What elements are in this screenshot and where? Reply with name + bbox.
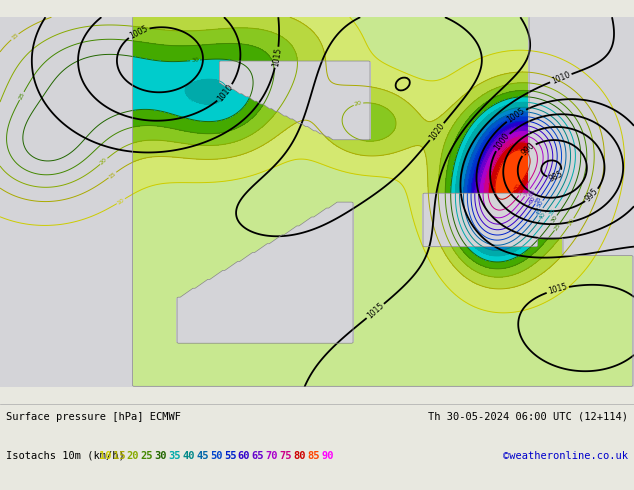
Text: 30: 30 — [191, 57, 199, 63]
Text: 1015: 1015 — [547, 282, 568, 296]
Text: 90: 90 — [321, 451, 333, 461]
Text: 75: 75 — [280, 451, 292, 461]
Text: 45: 45 — [196, 451, 209, 461]
Text: 1020: 1020 — [427, 121, 446, 142]
Text: 10: 10 — [99, 451, 112, 461]
Text: 60: 60 — [238, 451, 250, 461]
Text: 40: 40 — [182, 451, 195, 461]
Text: 1005: 1005 — [505, 106, 527, 124]
Text: 10: 10 — [116, 197, 126, 205]
Text: 15: 15 — [113, 451, 126, 461]
Text: 80: 80 — [514, 182, 522, 191]
Text: 1010: 1010 — [550, 70, 571, 86]
Text: 1015: 1015 — [365, 301, 385, 321]
Text: 35: 35 — [186, 95, 196, 103]
Text: Surface pressure [hPa] ECMWF: Surface pressure [hPa] ECMWF — [6, 412, 181, 421]
Text: 50: 50 — [210, 451, 223, 461]
Text: 40: 40 — [538, 212, 547, 221]
Text: 985: 985 — [547, 169, 564, 183]
Text: 990: 990 — [520, 141, 536, 158]
Text: 20: 20 — [127, 451, 139, 461]
Text: 25: 25 — [18, 91, 26, 100]
Text: 65: 65 — [252, 451, 264, 461]
Text: ©weatheronline.co.uk: ©weatheronline.co.uk — [503, 451, 628, 461]
Text: 65: 65 — [528, 189, 536, 198]
Text: 45: 45 — [536, 207, 545, 217]
Text: 70: 70 — [523, 188, 531, 197]
Text: 85: 85 — [307, 451, 320, 461]
Text: 995: 995 — [584, 187, 600, 204]
Text: 35: 35 — [548, 207, 557, 217]
Text: 20: 20 — [99, 157, 108, 166]
Text: 1015: 1015 — [271, 47, 283, 68]
Text: 20: 20 — [354, 100, 363, 107]
Text: 20: 20 — [567, 218, 576, 227]
Text: 1010: 1010 — [216, 83, 235, 103]
Text: 15: 15 — [108, 171, 117, 179]
Text: 30: 30 — [550, 215, 559, 224]
Text: 50: 50 — [536, 200, 545, 209]
Text: 35: 35 — [169, 451, 181, 461]
Text: 75: 75 — [517, 187, 526, 196]
Text: 25: 25 — [553, 222, 562, 231]
Text: Th 30-05-2024 06:00 UTC (12+114): Th 30-05-2024 06:00 UTC (12+114) — [428, 412, 628, 421]
Text: Isotachs 10m (km/h): Isotachs 10m (km/h) — [6, 451, 131, 461]
Text: 1005: 1005 — [128, 24, 149, 40]
Text: 25: 25 — [141, 451, 153, 461]
Text: 55: 55 — [534, 196, 542, 204]
Text: 30: 30 — [155, 451, 167, 461]
Text: 60: 60 — [529, 196, 537, 204]
Text: 70: 70 — [266, 451, 278, 461]
Text: 55: 55 — [224, 451, 236, 461]
Text: 80: 80 — [294, 451, 306, 461]
Text: 1000: 1000 — [493, 131, 512, 152]
Text: 15: 15 — [10, 32, 20, 41]
